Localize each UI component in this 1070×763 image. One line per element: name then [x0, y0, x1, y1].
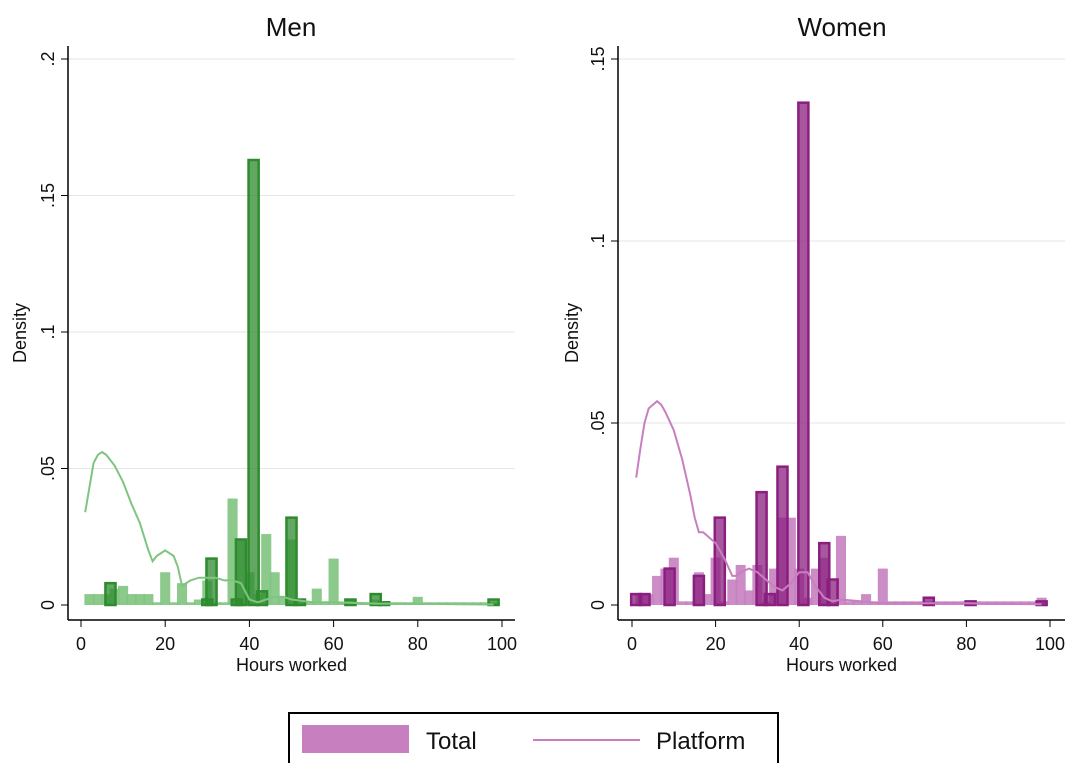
legend-box	[288, 712, 779, 763]
x-tick-label: 60	[873, 634, 893, 654]
total-bar	[134, 594, 145, 605]
total-bar	[168, 602, 179, 605]
total-bar	[311, 588, 322, 605]
chart-title: Men	[266, 12, 317, 42]
total-bar	[727, 579, 738, 605]
total-bar	[303, 602, 314, 605]
total-bar	[143, 594, 154, 605]
y-tick-label: 0	[588, 600, 608, 610]
y-tick-label: .15	[38, 183, 58, 208]
outlined-bar	[285, 516, 298, 607]
total-bar	[785, 517, 796, 605]
total-bar	[685, 601, 696, 605]
outlined-bar	[776, 465, 789, 607]
y-axis-label: Density	[562, 303, 582, 363]
total-bar	[118, 585, 129, 605]
total-bar	[652, 575, 663, 605]
total-bar	[328, 558, 339, 605]
outlined-bar	[638, 592, 651, 607]
x-tick-label: 0	[627, 634, 637, 654]
total-bar	[844, 601, 855, 605]
legend-total-label: Total	[426, 728, 477, 755]
outlined-bar	[247, 158, 260, 607]
y-tick-label: .05	[588, 410, 608, 435]
total-bar	[219, 602, 230, 605]
outlined-bar	[692, 574, 706, 607]
total-bar	[126, 594, 137, 605]
x-axis-label: Hours worked	[236, 655, 347, 675]
total-bar	[861, 594, 872, 605]
outlined-bar	[922, 596, 936, 607]
total-bar	[278, 596, 289, 605]
platform-line	[84, 450, 494, 606]
outlined-bar	[663, 567, 676, 607]
total-bar	[1028, 601, 1039, 605]
y-tick-label: .1	[38, 324, 58, 339]
total-bar	[677, 601, 688, 605]
outlined-bar	[713, 516, 727, 607]
total-bar	[320, 602, 331, 605]
legend-total-swatch	[302, 725, 409, 753]
y-tick-label: .05	[38, 456, 58, 481]
x-tick-label: 80	[408, 634, 428, 654]
total-bar	[261, 534, 272, 605]
x-tick-label: 20	[706, 634, 726, 654]
legend: Total Platform	[288, 712, 779, 763]
x-axis-label: Hours worked	[786, 655, 897, 675]
total-bar	[176, 583, 188, 605]
total-bar	[151, 602, 162, 605]
total-bar	[412, 596, 423, 605]
x-tick-label: 100	[1035, 634, 1065, 654]
panel-men: 0 .05 .1 .15 .2 0 20 40 60 80 100 Men Hours worked De…	[10, 12, 517, 675]
total-bar	[160, 572, 171, 605]
total-bar	[852, 601, 863, 605]
outlined-bar	[763, 592, 777, 607]
total-bar	[702, 594, 713, 605]
outlined-bar	[234, 538, 248, 607]
x-tick-label: 40	[789, 634, 809, 654]
total-bar	[92, 594, 103, 605]
total-bar	[227, 498, 238, 605]
outlined-bar	[797, 101, 810, 607]
total-bar	[835, 535, 847, 605]
x-tick-label: 80	[956, 634, 976, 654]
legend-platform-label: Platform	[656, 728, 745, 755]
total-bar	[877, 568, 888, 605]
y-tick-label: .2	[38, 51, 58, 66]
total-bar	[744, 590, 755, 605]
total-bar	[269, 572, 280, 605]
y-tick-label: .15	[588, 46, 608, 71]
outlined-bar	[1035, 600, 1048, 607]
x-tick-label: 100	[487, 634, 517, 654]
x-tick-label: 20	[155, 634, 175, 654]
platform-line	[635, 399, 1042, 606]
outlined-bar	[104, 581, 117, 607]
total-bar	[84, 594, 95, 605]
total-bar	[735, 564, 746, 605]
total-bar	[185, 602, 196, 605]
x-tick-label: 0	[76, 634, 86, 654]
y-axis-label: Density	[10, 303, 30, 363]
outlined-bar	[755, 490, 768, 607]
outlined-bar	[205, 557, 218, 607]
outlined-bar	[818, 541, 831, 607]
total-bar	[193, 599, 204, 605]
x-tick-label: 40	[239, 634, 259, 654]
outlined-bar	[826, 578, 839, 607]
chart-title: Women	[797, 12, 886, 42]
y-tick-label: .1	[588, 233, 608, 248]
total-bar	[336, 602, 348, 605]
panel-women: 0 .05 .1 .15 0 20 40 60 80 100 Women Hours worked De…	[562, 12, 1065, 675]
x-tick-label: 60	[324, 634, 344, 654]
y-tick-label: 0	[38, 600, 58, 610]
outlined-bar	[369, 592, 383, 607]
